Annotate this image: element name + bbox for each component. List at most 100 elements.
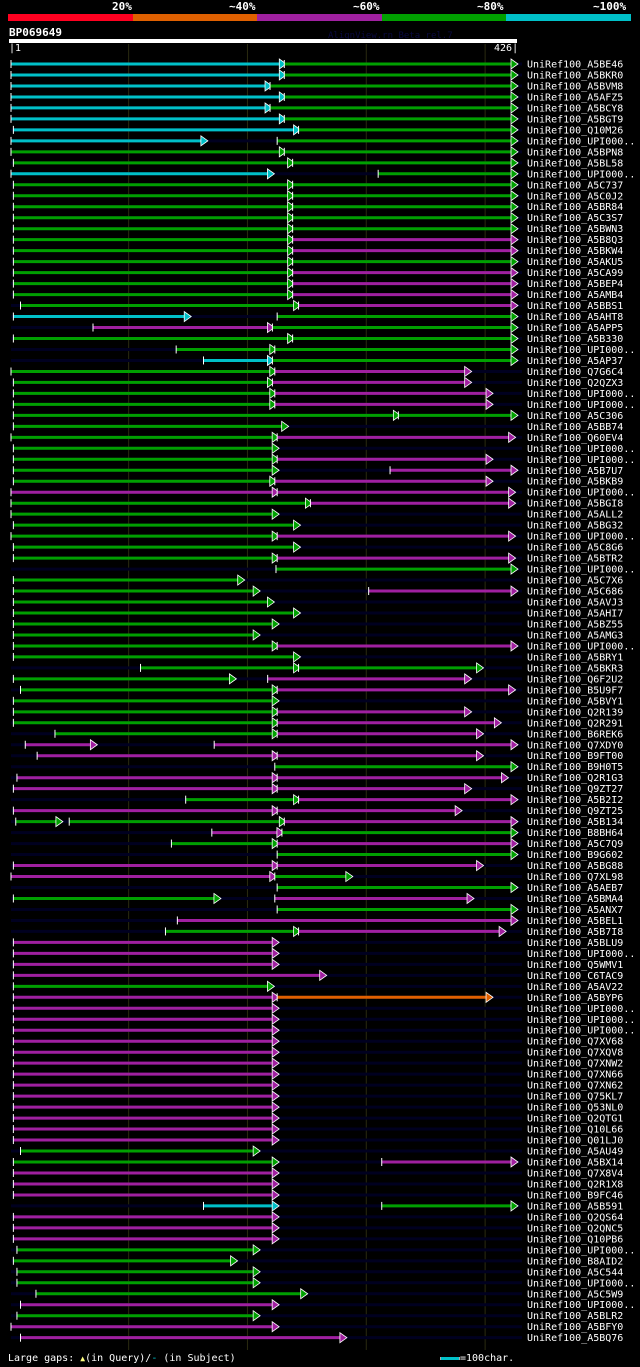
subject-label: UniRef100_Q10M26 [527, 125, 623, 136]
subject-label: UniRef100_B9FT00 [527, 751, 623, 762]
scale-label: =100char. [460, 1353, 515, 1364]
segment-arrow [271, 1298, 280, 1311]
segment-arrow [510, 189, 519, 202]
subject-label: UniRef100_Q7XV68 [527, 1037, 623, 1048]
subject-label: UniRef100_Q10PB6 [527, 1234, 623, 1245]
gap-legend-subject: (in Subject) [163, 1353, 236, 1364]
subject-label: UniRef100_Q2R291 [527, 718, 623, 729]
segment-arrow [508, 530, 517, 542]
subject-label: UniRef100_A5B330 [527, 334, 623, 345]
subject-label: UniRef100_Q10L66 [527, 1125, 623, 1136]
segment-arrow [271, 453, 280, 466]
ruler-end-label: 426| [494, 43, 519, 54]
segment-arrow [466, 892, 475, 905]
segment-arrow [293, 519, 302, 531]
subject-label: UniRef100_A5BB74 [527, 422, 623, 433]
segment-arrow [476, 662, 485, 674]
segment-arrow [510, 1156, 519, 1168]
segment-arrow [510, 354, 519, 367]
subject-label: UniRef100_A5BQ76 [527, 1333, 623, 1344]
segment-arrow [269, 475, 278, 488]
subject-label: UniRef100_UPI000.. [527, 1015, 635, 1026]
segment-arrow [464, 782, 473, 795]
query-name: BP069649 [9, 26, 62, 39]
segment-arrow [464, 376, 473, 389]
subject-label: UniRef100_A5C686 [527, 587, 623, 598]
subject-label: UniRef100_A5AFZ5 [527, 92, 623, 103]
segment-arrow [510, 222, 519, 235]
subject-label: UniRef100_A5BFY0 [527, 1322, 623, 1333]
segment-arrow [278, 91, 287, 103]
segment-arrow [464, 706, 473, 718]
segment-arrow [510, 321, 519, 334]
subject-label: UniRef100_A5B8Q3 [527, 235, 623, 246]
segment-arrow [269, 343, 278, 356]
subject-label: UniRef100_A5BCY8 [527, 103, 623, 114]
segment-arrow [508, 684, 517, 696]
segment-arrow [271, 1002, 280, 1015]
subject-label: UniRef100_A5BKR3 [527, 663, 623, 674]
subject-label: UniRef100_A5C7X6 [527, 576, 623, 587]
segment-arrow [200, 135, 209, 147]
subject-label: UniRef100_A5BKR0 [527, 70, 623, 81]
legend-label-80: ~80% [477, 0, 504, 13]
segment-arrow [271, 1222, 280, 1234]
segment-arrow [271, 717, 280, 729]
subject-label: UniRef100_UPI000.. [527, 136, 635, 147]
segment-arrow [269, 870, 278, 883]
subject-label: UniRef100_A5C0J2 [527, 191, 623, 202]
segment-arrow [271, 1057, 280, 1069]
subject-label: UniRef100_UPI000.. [527, 641, 635, 652]
segment-arrow [510, 343, 519, 356]
segment-arrow [510, 815, 519, 828]
subject-label: UniRef100_A5BEP4 [527, 279, 623, 290]
segment-arrow [508, 486, 517, 498]
segment-arrow [271, 1112, 280, 1124]
segment-arrow [271, 1134, 280, 1146]
segment-arrow [271, 936, 280, 949]
subject-label: UniRef100_A5BVM8 [527, 81, 623, 92]
subject-label: UniRef100_A5BTR2 [527, 554, 623, 565]
subject-label: UniRef100_Q2R1X8 [527, 1179, 623, 1190]
subject-label: UniRef100_A5BKW4 [527, 246, 623, 257]
segment-arrow [510, 168, 519, 180]
segment-arrow [498, 925, 507, 938]
subject-label: UniRef100_UPI000.. [527, 400, 635, 411]
subject-label: UniRef100_A5C3S7 [527, 213, 623, 224]
segment-arrow [267, 376, 276, 389]
segment-arrow [510, 299, 519, 312]
subject-label: UniRef100_A5AEB7 [527, 883, 623, 894]
segment-arrow [319, 969, 328, 982]
subject-gap-icon: - [151, 1353, 158, 1364]
segment-arrow [271, 1046, 280, 1058]
segment-arrow [287, 244, 296, 257]
segment-arrow [252, 1309, 261, 1322]
subject-label: UniRef100_A5B7U7 [527, 466, 623, 477]
subject-label: UniRef100_A5B591 [527, 1201, 623, 1212]
segment-arrow [510, 179, 519, 191]
subject-label: UniRef100_A5C544 [527, 1267, 623, 1278]
segment-arrow [510, 903, 519, 916]
segment-arrow [510, 211, 519, 224]
subject-label: UniRef100_B8AID2 [527, 1256, 623, 1267]
segment-arrow [287, 189, 296, 202]
segment-arrow [271, 684, 280, 696]
segment-arrow [510, 288, 519, 301]
subject-label: UniRef100_A5AKU5 [527, 257, 623, 268]
subject-label: UniRef100_Q7XQV8 [527, 1048, 623, 1059]
segment-arrow [271, 859, 280, 872]
subject-label: UniRef100_Q2R139 [527, 707, 623, 718]
legend-swatch-100 [506, 14, 631, 21]
segment-arrow [485, 991, 494, 1004]
segment-arrow [510, 310, 519, 323]
subject-label: UniRef100_A5C737 [527, 180, 623, 191]
segment-arrow [510, 124, 519, 136]
subject-label: UniRef100_Q7XNW2 [527, 1059, 623, 1070]
subject-label: UniRef100_Q7G6C4 [527, 367, 623, 378]
subject-label: UniRef100_Q7XN66 [527, 1070, 623, 1081]
gap-legend: Large gaps: ▲(in Query)/- (in Subject) [8, 1353, 236, 1364]
segment-arrow [510, 1200, 519, 1212]
subject-label: UniRef100_A5AHT8 [527, 312, 623, 323]
segment-arrow [271, 771, 280, 784]
segment-arrow [510, 760, 519, 773]
